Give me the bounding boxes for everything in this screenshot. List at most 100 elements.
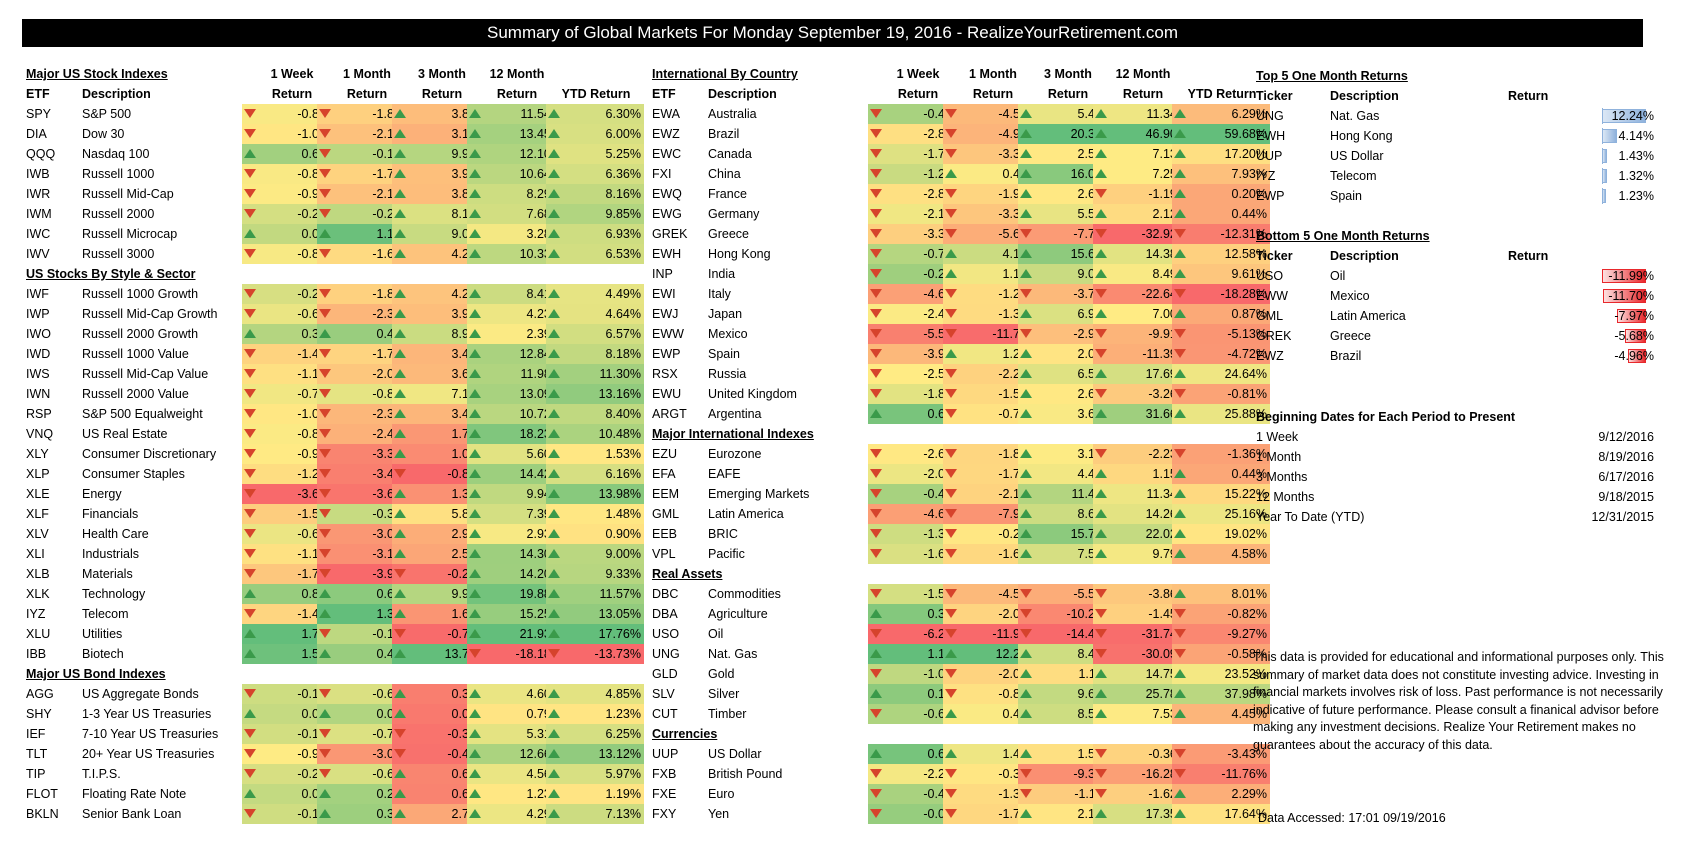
ticker: SPY [26, 107, 52, 121]
down-arrow-icon [1095, 389, 1107, 398]
description: Materials [82, 567, 133, 581]
return-header: Return [346, 87, 388, 101]
down-arrow-icon [945, 669, 957, 678]
up-arrow-icon [469, 389, 481, 398]
down-arrow-icon [244, 129, 256, 138]
up-arrow-icon [548, 169, 560, 178]
up-arrow-icon [394, 109, 406, 118]
up-arrow-icon [469, 529, 481, 538]
up-arrow-icon [394, 589, 406, 598]
ticker-header: Ticker [1256, 89, 1293, 103]
ytd-return-cell: 6.93% [546, 224, 646, 244]
description: Russell Mid-Cap Value [82, 367, 209, 381]
down-arrow-icon [244, 769, 256, 778]
ytd-return-cell: 11.30% [546, 364, 646, 384]
ytd-return-cell: 0.90% [546, 524, 646, 544]
return-value: 11.30% [599, 367, 641, 381]
up-arrow-icon [394, 509, 406, 518]
ticker: EWP [1256, 189, 1285, 203]
down-arrow-icon [945, 229, 957, 238]
ticker: EWZ [1256, 349, 1284, 363]
return-bar-cell: 4.14% [1492, 126, 1654, 146]
down-arrow-icon [244, 689, 256, 698]
top5-row: UUP US Dollar 1.43% [1256, 146, 1676, 166]
description: US Aggregate Bonds [82, 687, 199, 701]
period-dates-list: 1 Week 9/12/2016 1 Month 8/19/2016 3 Months 6… [1256, 427, 1676, 527]
ticker: XLY [26, 447, 49, 461]
down-arrow-icon [870, 809, 882, 818]
bottom5-row: GML Latin America -7.97% [1256, 306, 1676, 326]
ticker: IWC [26, 227, 51, 241]
ticker: XLE [26, 487, 50, 501]
up-arrow-icon [244, 629, 256, 638]
table-row: DBCCommodities-1.50%-4.56%-5.50%-3.86%8.… [652, 584, 1272, 604]
description: Emerging Markets [708, 487, 810, 501]
up-arrow-icon [469, 469, 481, 478]
down-arrow-icon [1174, 389, 1186, 398]
period-start-date: 12/31/2015 [1591, 510, 1654, 524]
return-value: 25.16% [1224, 507, 1267, 521]
description: Brazil [1330, 349, 1362, 363]
up-arrow-icon [1020, 649, 1032, 658]
description: China [708, 167, 741, 181]
us-header-columns: ETF Description Return Return Return Return YT… [26, 84, 646, 104]
up-arrow-icon [469, 429, 481, 438]
up-arrow-icon [548, 529, 560, 538]
up-arrow-icon [394, 809, 406, 818]
period-label: 1 Month [1256, 450, 1302, 464]
return-bar [1602, 149, 1607, 163]
return-bar-cell: 1.32% [1492, 166, 1654, 186]
description: Financials [82, 507, 139, 521]
return-header: Return [1047, 87, 1089, 101]
up-arrow-icon [469, 109, 481, 118]
up-arrow-icon [1174, 549, 1186, 558]
return-bar-cell: -11.99% [1492, 266, 1654, 286]
description: France [708, 187, 747, 201]
period-header: 12 Month [1115, 67, 1171, 81]
up-arrow-icon [469, 729, 481, 738]
up-arrow-icon [394, 169, 406, 178]
up-arrow-icon [469, 449, 481, 458]
ytd-return-cell: 25.16% [1172, 504, 1272, 524]
down-arrow-icon [945, 369, 957, 378]
up-arrow-icon [548, 789, 560, 798]
ticker: EFA [652, 467, 676, 481]
return-value: 1.23% [605, 707, 641, 721]
up-arrow-icon [394, 129, 406, 138]
down-arrow-icon [319, 149, 331, 158]
description: Russell 1000 Value [82, 347, 189, 361]
up-arrow-icon [1095, 269, 1107, 278]
up-arrow-icon [394, 249, 406, 258]
ticker: BKLN [26, 807, 59, 821]
down-arrow-icon [1174, 609, 1186, 618]
ticker: XLU [26, 627, 51, 641]
up-arrow-icon [1174, 189, 1186, 198]
up-arrow-icon [1095, 149, 1107, 158]
ytd-return-cell: 23.52% [1172, 664, 1272, 684]
down-arrow-icon [870, 509, 882, 518]
up-arrow-icon [548, 189, 560, 198]
return-value: 8.16% [605, 187, 641, 201]
up-arrow-icon [394, 609, 406, 618]
down-arrow-icon [319, 289, 331, 298]
down-arrow-icon [1174, 229, 1186, 238]
down-arrow-icon [870, 669, 882, 678]
up-arrow-icon [1174, 689, 1186, 698]
ytd-return-cell: -5.13% [1172, 324, 1272, 344]
down-arrow-icon [244, 809, 256, 818]
down-arrow-icon [319, 209, 331, 218]
up-arrow-icon [319, 809, 331, 818]
return-value: 11.57% [599, 587, 641, 601]
return-header: Return [897, 87, 939, 101]
return-value: 13.12% [598, 747, 641, 761]
description: Spain [708, 347, 740, 361]
return-value: 6.30% [605, 107, 641, 121]
down-arrow-icon [945, 209, 957, 218]
return-value: 4.85% [605, 687, 641, 701]
up-arrow-icon [394, 769, 406, 778]
